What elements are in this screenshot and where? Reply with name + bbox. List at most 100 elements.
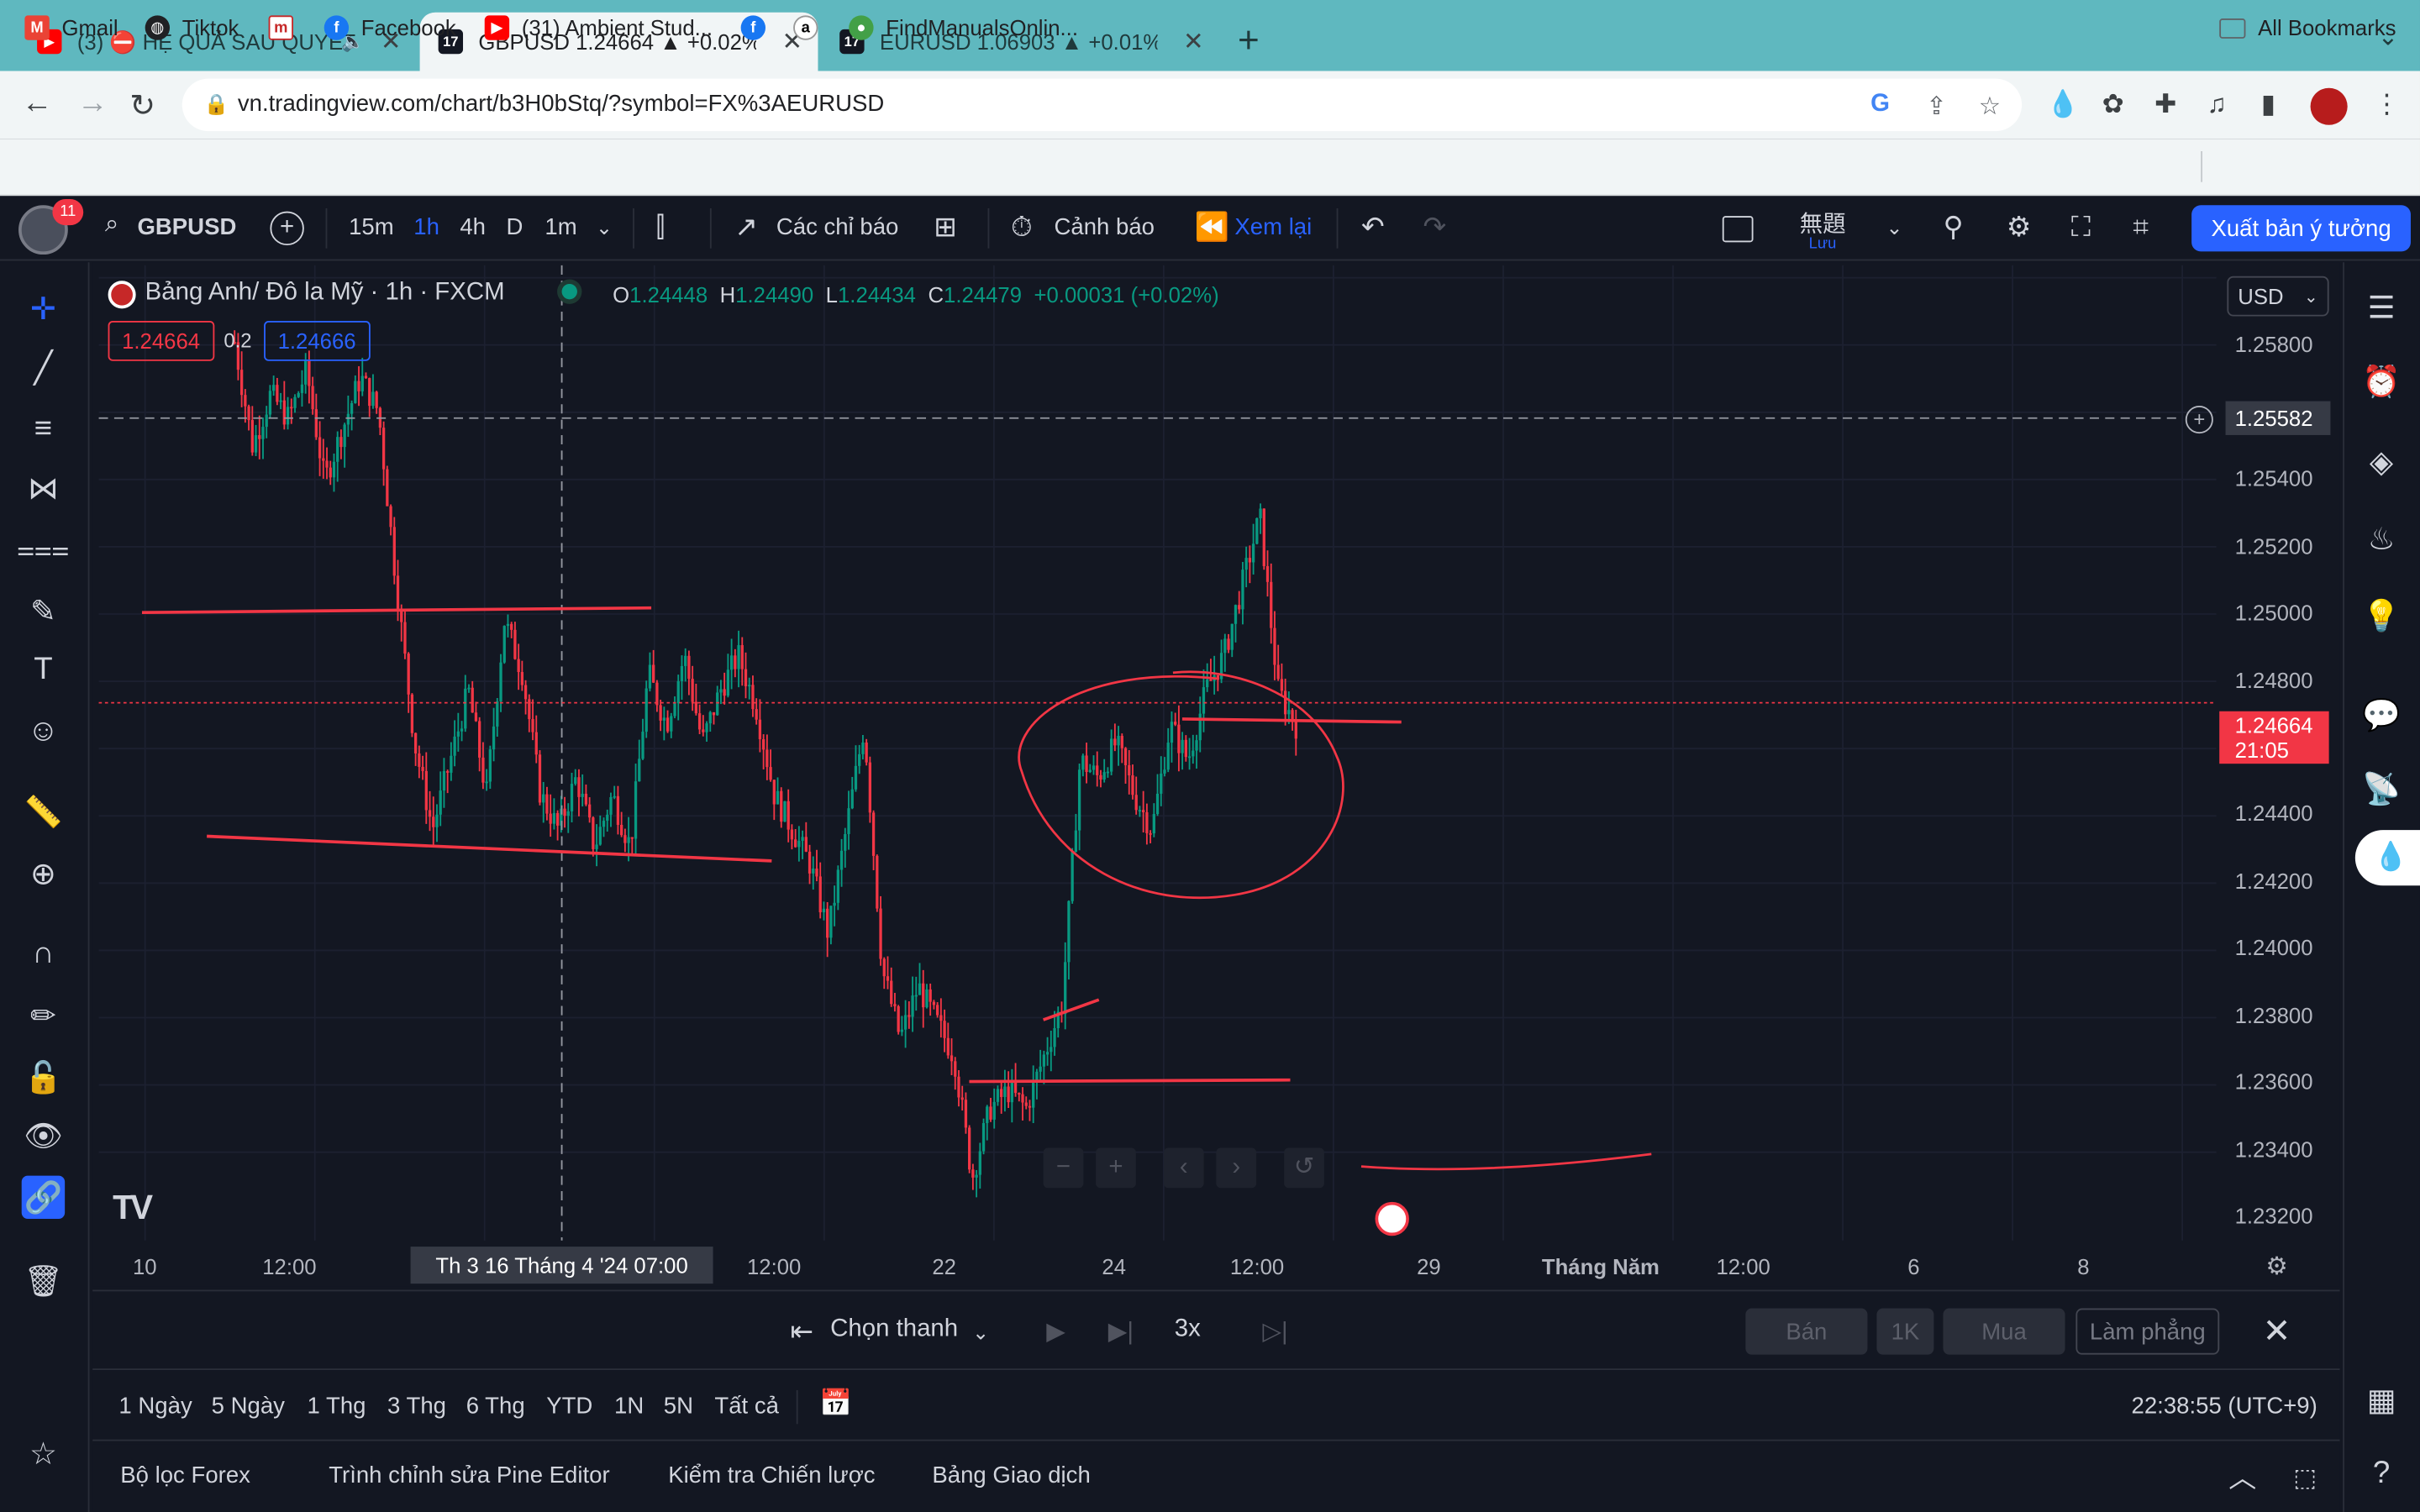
interval-d[interactable]: D	[506, 214, 523, 241]
back-arrow-icon[interactable]: ←	[21, 86, 53, 121]
bookmark-star-icon[interactable]: ☆	[1978, 94, 2002, 121]
side-panel-icon[interactable]: ▮	[2260, 89, 2275, 119]
flatten-button[interactable]: Làm phẳng	[2075, 1308, 2220, 1355]
goto-date-icon[interactable]: 📅	[819, 1389, 853, 1418]
interval-1h[interactable]: 1h	[413, 214, 439, 241]
reset-chart-button[interactable]: ↺	[1284, 1147, 1324, 1189]
range-5d[interactable]: 5 Ngày	[211, 1393, 285, 1420]
magnet-icon[interactable]: ∩	[32, 935, 55, 970]
candles-icon[interactable]: ⫿	[655, 211, 666, 243]
tab-eurusd[interactable]: 17 EURUSD 1.06903 ▲ +0.01% 無 ✕	[821, 13, 1219, 71]
alerts-button[interactable]: Cảnh báo	[1054, 214, 1155, 241]
select-bar-button[interactable]: Chọn thanh	[830, 1315, 959, 1342]
menu-dots-icon[interactable]: ⋮	[2373, 89, 2401, 119]
range-6m[interactable]: 6 Thg	[466, 1393, 525, 1420]
axis-settings-gear-icon[interactable]: ⚙	[2265, 1254, 2288, 1281]
chart-pane[interactable]	[92, 262, 2340, 1287]
media-control-icon[interactable]: ♫	[2207, 89, 2227, 119]
settings-gear-icon[interactable]: ⚙	[2006, 211, 2032, 243]
drops-button[interactable]: 💧	[2354, 830, 2420, 886]
bookmark-amazon[interactable]: a	[793, 15, 830, 40]
undo-icon[interactable]: ↶	[1360, 211, 1385, 243]
google-lens-icon[interactable]: G	[1870, 91, 1890, 118]
range-1m[interactable]: 1 Thg	[307, 1393, 366, 1420]
indicators-button[interactable]: Các chỉ báo	[776, 214, 899, 241]
quantity-field[interactable]: 1K	[1876, 1308, 1934, 1355]
patterns-icon[interactable]: ⋈	[28, 471, 59, 506]
select-bar-icon[interactable]: ⇤	[790, 1315, 814, 1347]
watchlist-icon[interactable]: ☰	[2367, 291, 2396, 325]
tab-trading-panel[interactable]: Bảng Giao dịch	[932, 1462, 1091, 1489]
play-icon[interactable]: ▶	[1046, 1319, 1065, 1346]
address-bar[interactable]: 🔒 vn.tradingview.com/chart/b3H0bStq/?sym…	[182, 78, 2023, 132]
text-tool-icon[interactable]: T	[34, 652, 53, 686]
quick-search-icon[interactable]: ⚲	[1943, 211, 1964, 243]
publish-idea-button[interactable]: Xuất bản ý tưởng	[2191, 205, 2411, 252]
maximize-panel-icon[interactable]: ⬚	[2293, 1465, 2317, 1493]
calendar-icon[interactable]: ▦	[2366, 1383, 2396, 1418]
redo-icon[interactable]: ↷	[1423, 211, 1447, 243]
close-icon[interactable]: ✕	[380, 29, 402, 56]
range-5y[interactable]: 5N	[663, 1393, 694, 1420]
chevron-down-icon[interactable]: ⌄	[1886, 216, 1903, 239]
range-1y[interactable]: 1N	[614, 1393, 644, 1420]
interval-1m[interactable]: 1m	[544, 214, 577, 241]
tab-search-icon[interactable]: ⌄	[2377, 24, 2399, 51]
indicators-icon[interactable]: ↗	[734, 211, 759, 243]
bookmark-facebook-2[interactable]: f	[740, 15, 778, 40]
bookmark-facebook[interactable]: f Facebook	[324, 15, 456, 40]
range-ytd[interactable]: YTD	[546, 1393, 593, 1420]
brush-icon[interactable]: ✎	[30, 595, 56, 629]
chevron-down-icon[interactable]: ⌄	[595, 216, 613, 239]
close-icon[interactable]: ✕	[1183, 29, 1204, 56]
sell-price-box[interactable]: 1.24664	[108, 321, 214, 361]
bookmark-tiktok[interactable]: ◍ Tiktok	[145, 15, 239, 40]
reload-icon[interactable]: ↻	[129, 89, 156, 123]
zoom-out-button[interactable]: −	[1043, 1147, 1084, 1189]
currency-select[interactable]: USD ⌄	[2227, 276, 2329, 317]
bookmark-gmail[interactable]: M Gmail	[24, 15, 118, 40]
ideas-bulb-icon[interactable]: 💡	[2362, 599, 2401, 633]
favorites-star-icon[interactable]: ☆	[29, 1436, 57, 1472]
buy-button[interactable]: Mua	[1943, 1308, 2065, 1355]
forecast-icon[interactable]: ⩶	[16, 531, 70, 566]
new-tab-button[interactable]: +	[1238, 19, 1260, 62]
compare-symbol-icon[interactable]: +	[270, 211, 304, 246]
help-icon[interactable]: ?	[2372, 1455, 2391, 1490]
alarm-icon[interactable]: ⏱	[1011, 211, 1033, 243]
interval-15m[interactable]: 15m	[349, 214, 394, 241]
puzzle-icon[interactable]: ✚	[2154, 89, 2177, 119]
bookmark-ambient[interactable]: ▶ (31) Ambient Stud...	[484, 15, 713, 40]
trend-line-icon[interactable]: ╱	[34, 350, 53, 386]
trash-icon[interactable]: 🗑	[24, 1264, 63, 1299]
zoom-in-button[interactable]: +	[1096, 1147, 1136, 1189]
buy-price-box[interactable]: 1.24666	[264, 321, 371, 361]
camera-icon[interactable]: ⌗	[2133, 211, 2149, 243]
hotlist-flame-icon[interactable]: ♨	[2367, 522, 2396, 557]
search-icon[interactable]: ⌕	[104, 211, 119, 238]
layout-name[interactable]: 無題	[1799, 211, 1846, 238]
bookmark-findmanuals[interactable]: ● FindManualsOnlin...	[849, 15, 1078, 40]
share-icon[interactable]: ⇪	[1926, 94, 1947, 121]
user-avatar[interactable]	[18, 205, 68, 255]
fib-tools-icon[interactable]: ≡	[34, 411, 53, 445]
alarm-clock-icon[interactable]: ⏰	[2362, 365, 2401, 399]
replay-button[interactable]: Xem lại	[1234, 214, 1313, 241]
chevron-down-icon[interactable]: ⌄	[972, 1320, 990, 1344]
range-1d[interactable]: 1 Ngày	[118, 1393, 192, 1420]
forward-arrow-icon[interactable]: →	[76, 86, 108, 121]
extension-drop-icon[interactable]: 💧	[2046, 89, 2080, 119]
fullscreen-icon[interactable]: ⛶	[2070, 211, 2091, 243]
sell-button[interactable]: Bán	[1745, 1308, 1868, 1355]
range-all[interactable]: Tất cả	[714, 1393, 779, 1420]
range-3m[interactable]: 3 Thg	[387, 1393, 446, 1420]
interval-4h[interactable]: 4h	[460, 214, 486, 241]
layout-save-label[interactable]: Lưu	[1808, 236, 1837, 254]
zoom-in-icon[interactable]: ⊕	[30, 857, 56, 891]
replay-speed[interactable]: 3x	[1174, 1315, 1201, 1342]
tab-youtube[interactable]: ▶ (3) ⛔ HỆ QUẢ SAU QUYẾT 🔈 ✕	[18, 13, 417, 71]
tab-strategy-tester[interactable]: Kiểm tra Chiến lược	[668, 1462, 876, 1489]
chat-icon[interactable]: 💬	[2362, 698, 2401, 732]
streams-icon[interactable]: 📡	[2362, 772, 2401, 806]
